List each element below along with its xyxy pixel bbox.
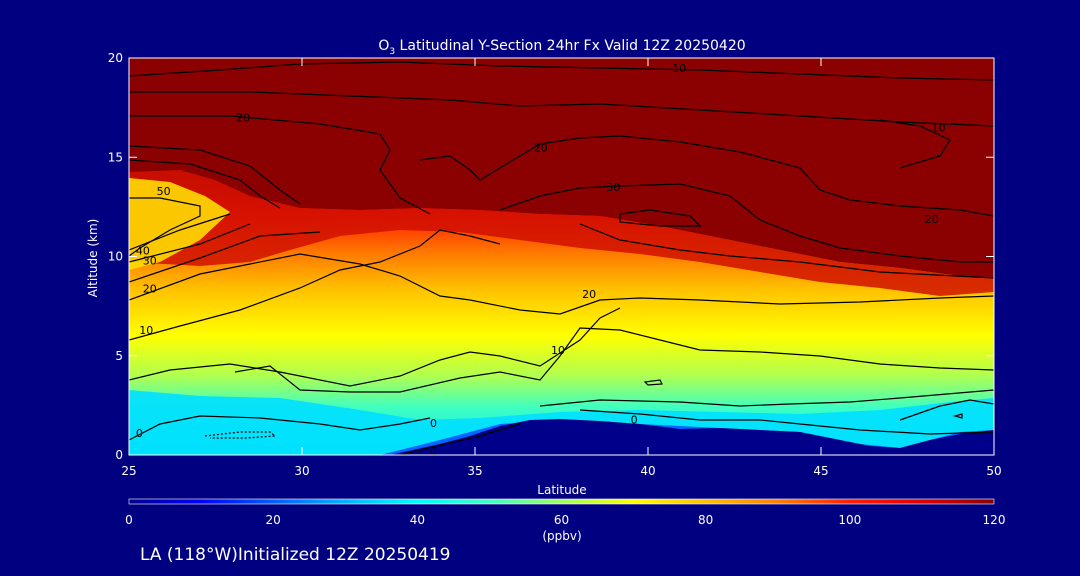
x-axis: 25 30 35 40 45 50 (121, 58, 1002, 478)
title-rest: Latitudinal Y-Section 24hr Fx Valid 12Z … (395, 38, 746, 54)
contour-label: 20 (143, 282, 157, 295)
colorbar-strip (128, 498, 995, 505)
colorbar-tick-label: 20 (266, 513, 281, 527)
red-band (129, 170, 994, 296)
title-subscript: 3 (389, 47, 395, 57)
contour-label: 40 (136, 245, 150, 258)
colorbar-tick-label: 40 (410, 513, 425, 527)
contour-label: 10 (551, 344, 565, 357)
colorbar-tick-label: 0 (125, 513, 133, 527)
colorbar: 0 20 40 60 80 100 120 (ppbv) (125, 498, 1005, 543)
y-axis-label: Altitude (km) (86, 219, 100, 298)
contour-label: 20 (534, 141, 548, 154)
x-tick-label: 50 (986, 464, 1001, 478)
y-tick-label: 20 (108, 51, 123, 65)
contour-label: 0 (136, 427, 143, 440)
y-axis: 0 5 10 15 20 (108, 51, 994, 462)
y-tick-label: 15 (108, 150, 123, 164)
yellow-tongue (129, 178, 230, 270)
contour-label: 10 (139, 324, 153, 337)
stratosphere-region (129, 58, 994, 278)
colorbar-tick-label: 120 (983, 513, 1006, 527)
colorbar-tick-label: 80 (698, 513, 713, 527)
x-tick-label: 25 (121, 464, 136, 478)
chart-title: O3 Latitudinal Y-Section 24hr Fx Valid 1… (378, 38, 745, 57)
y-tick-label: 0 (115, 448, 123, 462)
y-tick-label: 10 (108, 250, 123, 264)
contour-label: 50 (157, 185, 171, 198)
contour-label: 20 (582, 288, 596, 301)
y-tick-label: 5 (115, 349, 123, 363)
x-tick-label: 35 (467, 464, 482, 478)
contour-label: 20 (236, 112, 250, 125)
colorbar-tick-label: 60 (554, 513, 569, 527)
contour-label: 30 (606, 181, 620, 194)
colorbar-unit-label: (ppbv) (542, 529, 581, 543)
title-main: O (378, 38, 389, 54)
colorbar-tick-label: 100 (838, 513, 861, 527)
contour-label: 10 (672, 62, 686, 75)
contour-label: 0 (430, 445, 437, 458)
contour-label: 0 (631, 413, 638, 426)
colorbar-ticks: 0 20 40 60 80 100 120 (125, 513, 1005, 527)
contour-label: 30 (143, 254, 157, 267)
footer-caption: LA (118°W)Initialized 12Z 20250419 (140, 545, 450, 565)
x-tick-label: 45 (813, 464, 828, 478)
terrain (390, 419, 994, 455)
x-tick-label: 40 (640, 464, 655, 478)
x-tick-label: 30 (294, 464, 309, 478)
x-axis-label: Latitude (537, 483, 586, 497)
contour-lines (129, 61, 994, 455)
contour-label: 0 (430, 417, 437, 430)
contour-label: 20 (925, 213, 939, 226)
contour-label: 10 (932, 121, 946, 134)
